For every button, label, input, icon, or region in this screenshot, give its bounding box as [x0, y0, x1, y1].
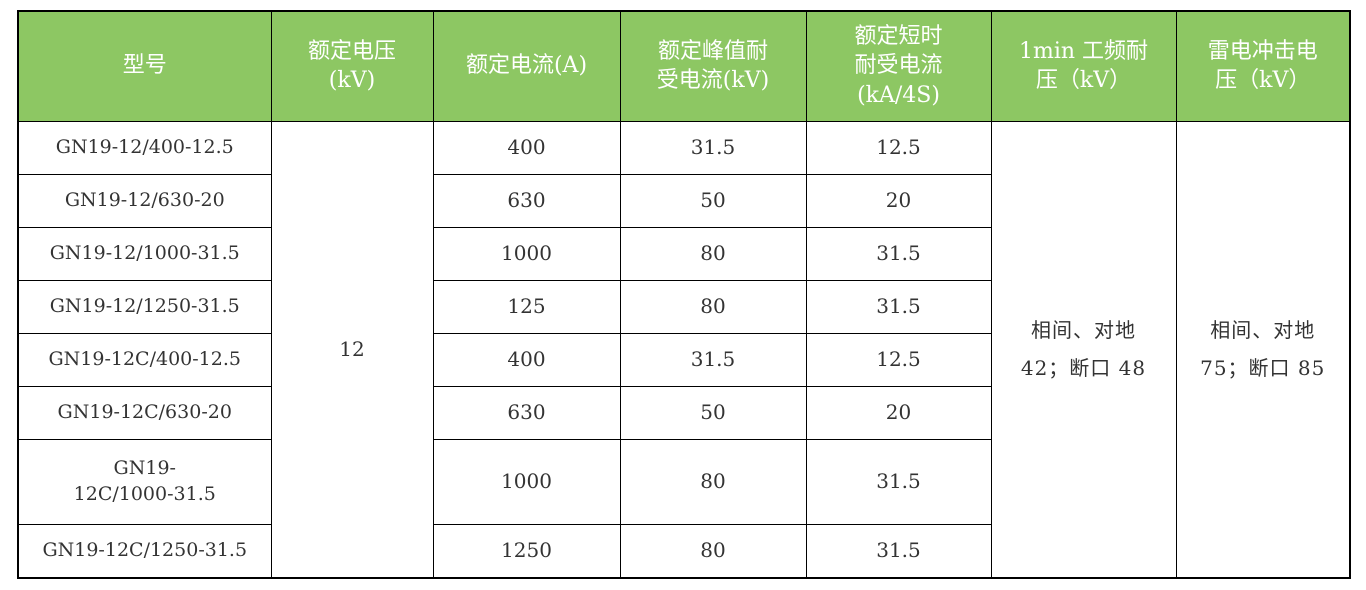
peak-withstand-cell: 80 [619, 438, 807, 525]
rated-current-cell: 630 [432, 173, 621, 228]
table-row: GN19-12/630-20 630 50 20 [17, 173, 1350, 228]
short-time-withstand-cell: 31.5 [805, 523, 992, 579]
model-cell: GN19-12/1000-31.5 [17, 226, 272, 281]
table-row: GN19-12C/400-12.5 400 31.5 12.5 [17, 332, 1350, 387]
rated-current-cell: 400 [432, 120, 621, 175]
model-cell: GN19-12/400-12.5 [17, 120, 272, 175]
peak-withstand-cell: 80 [619, 226, 807, 281]
header-model: 型号 [17, 10, 272, 122]
lightning-impulse-merged-cell: 相间、对地 75；断口 85 [1175, 120, 1351, 579]
rated-current-cell: 1250 [432, 523, 621, 579]
spec-table-container: 型号 额定电压 (kV) 额定电流(A) 额定峰值耐 受电流(kV) 额定短时 … [17, 10, 1351, 579]
header-short-time-withstand-current: 额定短时 耐受电流 (kA/4S) [805, 10, 992, 122]
model-cell: GN19-12/1250-31.5 [17, 279, 272, 334]
short-time-withstand-cell: 31.5 [805, 226, 992, 281]
short-time-withstand-cell: 12.5 [805, 120, 992, 175]
peak-withstand-cell: 80 [619, 279, 807, 334]
short-time-withstand-cell: 12.5 [805, 332, 992, 387]
table-row: GN19-12/400-12.5 12 400 31.5 12.5 相间、对地 … [17, 120, 1351, 579]
header-rated-current: 额定电流(A) [432, 10, 621, 122]
header-row: 型号 额定电压 (kV) 额定电流(A) 额定峰值耐 受电流(kV) 额定短时 … [17, 10, 1351, 122]
spec-table: 型号 额定电压 (kV) 额定电流(A) 额定峰值耐 受电流(kV) 额定短时 … [17, 10, 1351, 579]
short-time-withstand-cell: 31.5 [805, 279, 992, 334]
rated-current-cell: 1000 [432, 438, 621, 525]
power-freq-merged-cell: 相间、对地 42；断口 48 [990, 120, 1177, 579]
peak-withstand-cell: 80 [619, 523, 807, 579]
peak-withstand-cell: 31.5 [619, 332, 807, 387]
short-time-withstand-cell: 20 [805, 385, 992, 440]
header-peak-withstand-current: 额定峰值耐 受电流(kV) [619, 10, 807, 122]
header-lightning-impulse-voltage: 雷电冲击电 压（kV） [1175, 10, 1351, 122]
table-row: GN19-12C/630-20 630 50 20 [17, 385, 1350, 440]
model-cell: GN19-12C/1250-31.5 [17, 523, 272, 579]
model-cell: GN19-12/630-20 [17, 173, 272, 228]
table-row: GN19-12/1250-31.5 125 80 31.5 [17, 279, 1350, 334]
peak-withstand-cell: 50 [619, 385, 807, 440]
table-row: GN19-12C/1250-31.5 1250 80 31.5 [17, 523, 1350, 579]
short-time-withstand-cell: 31.5 [805, 438, 992, 525]
short-time-withstand-cell: 20 [805, 173, 992, 228]
rated-current-cell: 1000 [432, 226, 621, 281]
model-cell: GN19-12C/400-12.5 [17, 332, 272, 387]
rated-current-cell: 125 [432, 279, 621, 334]
rated-current-cell: 630 [432, 385, 621, 440]
peak-withstand-cell: 50 [619, 173, 807, 228]
rated-current-cell: 400 [432, 332, 621, 387]
header-rated-voltage: 额定电压 (kV) [270, 10, 434, 122]
model-cell: GN19- 12C/1000-31.5 [17, 438, 272, 525]
rated-voltage-merged-cell: 12 [270, 120, 434, 579]
model-cell: GN19-12C/630-20 [17, 385, 272, 440]
peak-withstand-cell: 31.5 [619, 120, 807, 175]
header-power-frequency-withstand-voltage: 1min 工频耐 压（kV） [990, 10, 1177, 122]
